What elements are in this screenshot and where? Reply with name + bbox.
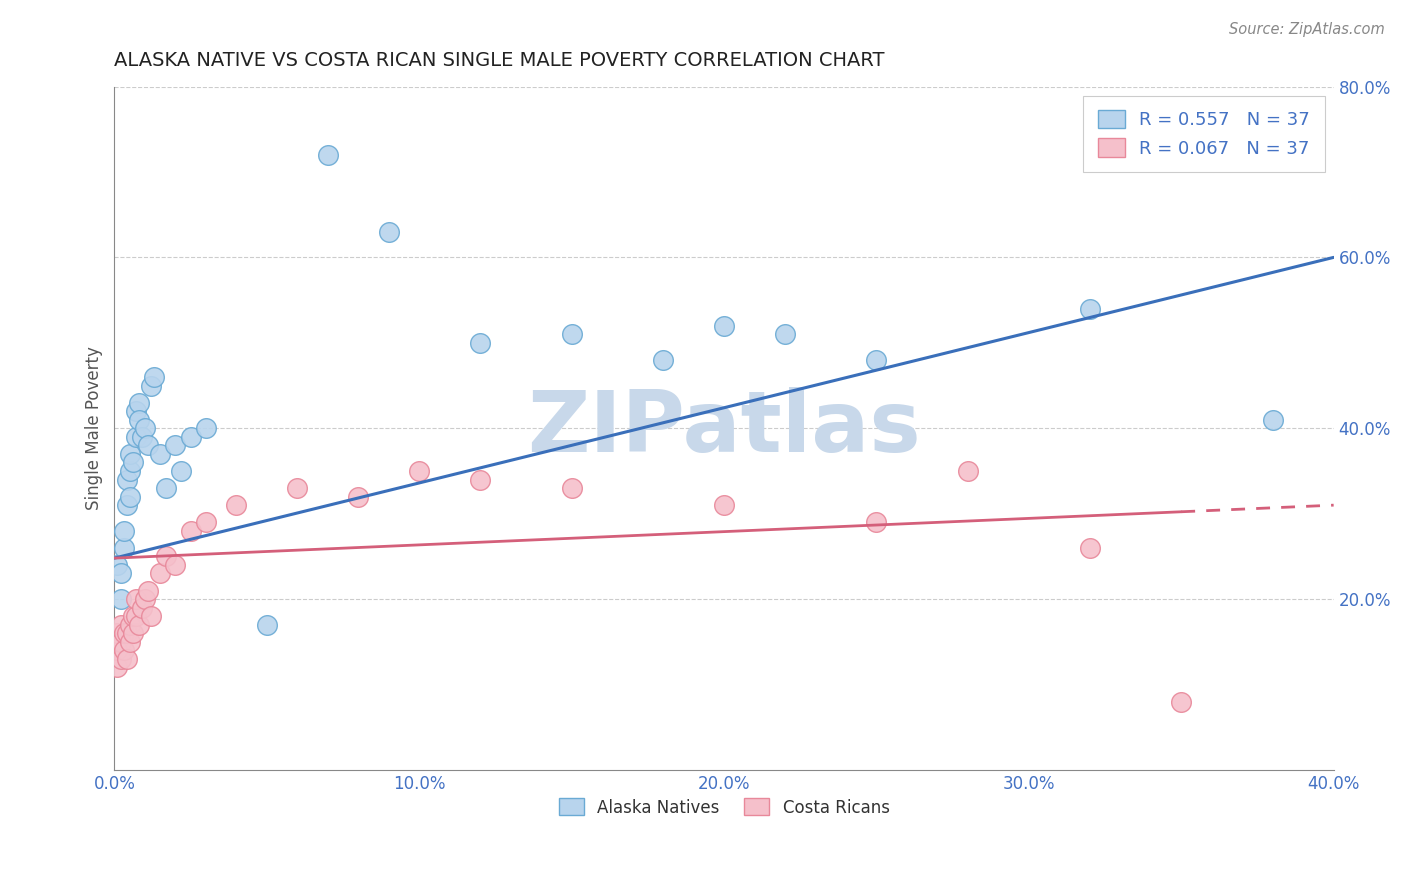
Point [165,438,187,452]
Point [115,473,138,487]
Point [112,626,135,640]
Point [128,617,150,632]
Point [115,652,138,666]
Y-axis label: Single Male Poverty: Single Male Poverty [86,346,103,510]
Point [125,592,148,607]
Point [112,541,135,555]
Point [316,148,339,162]
Text: ZIPatlas: ZIPatlas [527,387,921,470]
Point [110,652,132,666]
Point [107,660,129,674]
Point [1261,413,1284,427]
Point [180,524,202,538]
Point [256,617,278,632]
Point [1170,695,1192,709]
Point [1078,301,1101,316]
Point [713,318,735,333]
Point [773,327,796,342]
Point [194,515,217,529]
Point [125,404,148,418]
Point [347,490,370,504]
Point [377,225,399,239]
Point [118,447,141,461]
Point [956,464,979,478]
Text: Source: ZipAtlas.com: Source: ZipAtlas.com [1229,22,1385,37]
Point [194,421,217,435]
Point [107,626,129,640]
Legend: Alaska Natives, Costa Ricans: Alaska Natives, Costa Ricans [551,792,896,823]
Point [118,464,141,478]
Point [155,549,177,564]
Point [139,609,162,624]
Point [121,455,143,469]
Point [1078,541,1101,555]
Point [131,430,153,444]
Point [865,515,887,529]
Point [107,558,129,572]
Point [128,413,150,427]
Point [125,609,148,624]
Point [115,626,138,640]
Point [121,626,143,640]
Point [139,378,162,392]
Text: ALASKA NATIVE VS COSTA RICAN SINGLE MALE POVERTY CORRELATION CHART: ALASKA NATIVE VS COSTA RICAN SINGLE MALE… [114,51,884,70]
Point [107,643,129,657]
Point [110,617,132,632]
Point [112,643,135,657]
Point [713,498,735,512]
Point [118,635,141,649]
Point [134,421,156,435]
Point [121,609,143,624]
Point [136,438,159,452]
Point [136,583,159,598]
Point [865,352,887,367]
Point [470,335,492,350]
Point [225,498,247,512]
Point [149,566,172,581]
Point [149,447,172,461]
Point [143,370,166,384]
Point [110,592,132,607]
Point [285,481,308,495]
Point [652,352,675,367]
Point [470,473,492,487]
Point [165,558,187,572]
Point [408,464,430,478]
Point [118,617,141,632]
Point [155,481,177,495]
Point [561,481,583,495]
Point [125,430,148,444]
Point [170,464,193,478]
Point [128,395,150,409]
Point [561,327,583,342]
Point [112,524,135,538]
Point [134,592,156,607]
Point [115,498,138,512]
Point [118,490,141,504]
Point [110,635,132,649]
Point [110,566,132,581]
Point [180,430,202,444]
Point [131,600,153,615]
